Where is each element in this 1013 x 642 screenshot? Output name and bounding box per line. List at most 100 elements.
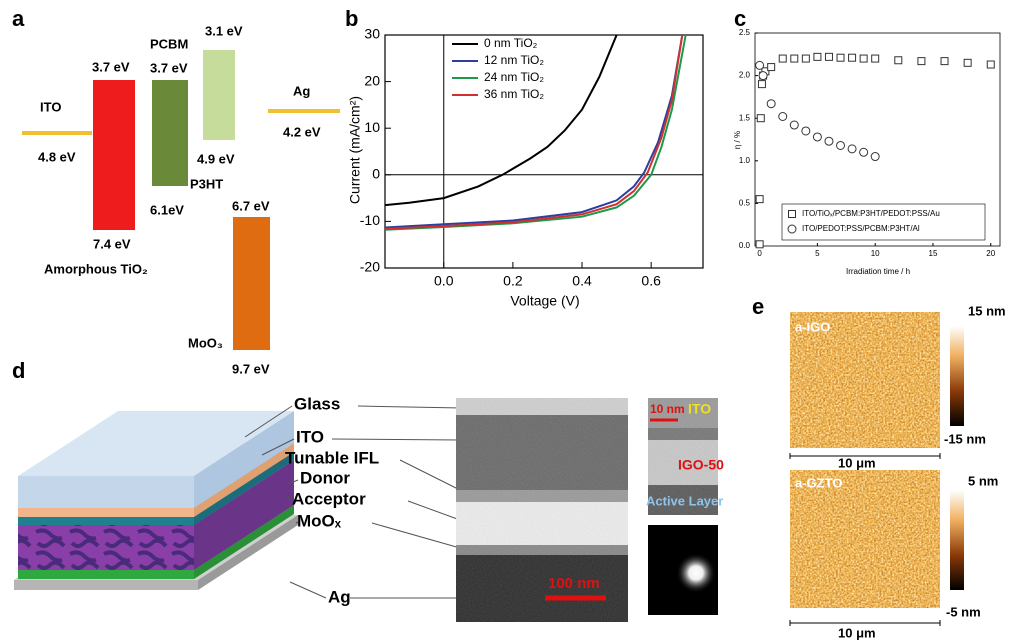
x-tick-label: 0.4 [572,273,592,289]
label: 3.7 eV [92,59,130,74]
scale-label: 10 μm [838,455,876,470]
layer-label: MoOₓ [297,511,342,530]
afm-image [790,470,940,608]
y-tick-label: -20 [360,259,380,275]
diffraction-spot [676,553,716,593]
point [758,81,765,88]
afm-panel: a-IGO 15 nm -15 nm 10 μm a-GZTO 5 nm -5 … [790,303,1006,640]
layer-front [18,525,194,570]
label: 3.1 eV [205,23,243,38]
y-tick-label: 20 [364,72,380,88]
point [790,121,798,129]
label: 6.1eV [150,202,184,217]
point [895,57,902,64]
colorbar-max: 5 nm [968,473,998,488]
label: 3.7 eV [150,60,188,75]
layer-label: Glass [294,394,340,413]
point [837,54,844,61]
panel-label: e [752,294,764,319]
legend-label: 12 nm TiO₂ [484,53,544,67]
layer-front [18,476,194,508]
p3ht-band [203,50,235,140]
colorbar-min: -15 nm [944,431,986,446]
leader [290,582,460,598]
layer-label: Tunable IFL [285,448,379,467]
pcbm-band [152,80,188,186]
y-tick-label: 1.0 [739,156,751,165]
panel-label: d [12,358,25,383]
label: ITO [40,99,61,114]
legend-label: ITO/PEDOT:PSS/PCBM:P3HT/Al [802,224,920,233]
x-tick-label: 0.2 [503,273,523,289]
point [802,127,810,135]
label: P3HT [190,176,223,191]
point [756,196,763,203]
y-axis-label: Current (mA/cm²) [347,96,363,204]
point [825,137,833,145]
afm-name: a-GZTO [795,475,842,490]
panel-label: b [345,6,358,31]
point [964,59,971,66]
legend-swatch [788,225,796,233]
layer-label: Ag [328,587,351,606]
colorbar [950,490,964,590]
afm-name: a-IGO [795,319,830,334]
scale-label: 10 nm [650,402,685,416]
label: Ag [293,83,310,98]
x-tick-label: 10 [871,249,880,258]
y-tick-label: 0.5 [739,199,751,208]
tem-image: 100 nm [456,398,628,622]
y-tick-label: -10 [360,212,380,228]
label: PCBM [150,36,188,51]
x-tick-label: 0 [757,249,762,258]
energy-diagram: ITO 4.8 eV 3.7 eV 7.4 eV Amorphous TiO₂ … [22,23,340,376]
colorbar-min: -5 nm [946,604,981,619]
layer-label: IGO-50 [678,457,724,473]
point [802,55,809,62]
panel-label: a [12,6,25,31]
device-diagram [14,411,298,590]
point [860,55,867,62]
y-tick-label: 2.5 [739,28,751,37]
layer-label: Donor [300,468,350,487]
point [767,100,775,108]
y-tick-label: 10 [364,119,380,135]
y-tick-label: 30 [364,26,380,42]
figure: a b c d e ITO 4.8 eV 3.7 eV 7.4 eV Amorp… [0,0,1013,642]
point [860,148,868,156]
label: Amorphous TiO₂ [44,261,148,276]
moo3-band [233,217,270,350]
label: 9.7 eV [232,361,270,376]
x-tick-label: 20 [986,249,995,258]
colorbar-max: 15 nm [968,303,1006,318]
hrtem-image: 10 nm ITO IGO-50 Active Layer [646,398,724,615]
point [848,145,856,153]
y-tick-label: 2.0 [739,71,751,80]
colorbar [950,326,964,426]
label: MoO₃ [188,335,223,350]
legend-label: ITO/TiOₓ/PCBM:P3HT/PEDOT:PSS/Au [802,209,940,218]
legend-label: 0 nm TiO₂ [484,36,538,50]
point [757,115,764,122]
legend-label: 24 nm TiO₂ [484,70,544,84]
label: 4.9 eV [197,151,235,166]
x-tick-label: 0.6 [641,273,661,289]
point [813,133,821,141]
label: 6.7 eV [232,198,270,213]
point [918,58,925,65]
point [987,61,994,68]
point [768,64,775,71]
x-tick-label: 15 [929,249,938,258]
point [759,72,767,80]
layer-label: ITO [296,427,324,446]
tio2-band [93,80,135,230]
y-axis-label: η / % [733,131,742,149]
point [837,141,845,149]
label: 7.4 eV [93,236,131,251]
point [872,55,879,62]
point [779,55,786,62]
chart: 0.00.20.40.6-20-100102030Voltage (V)Curr… [347,26,703,309]
layer-label: Active Layer [646,493,723,508]
panel-label: c [734,6,746,31]
y-tick-label: 0 [372,166,380,182]
